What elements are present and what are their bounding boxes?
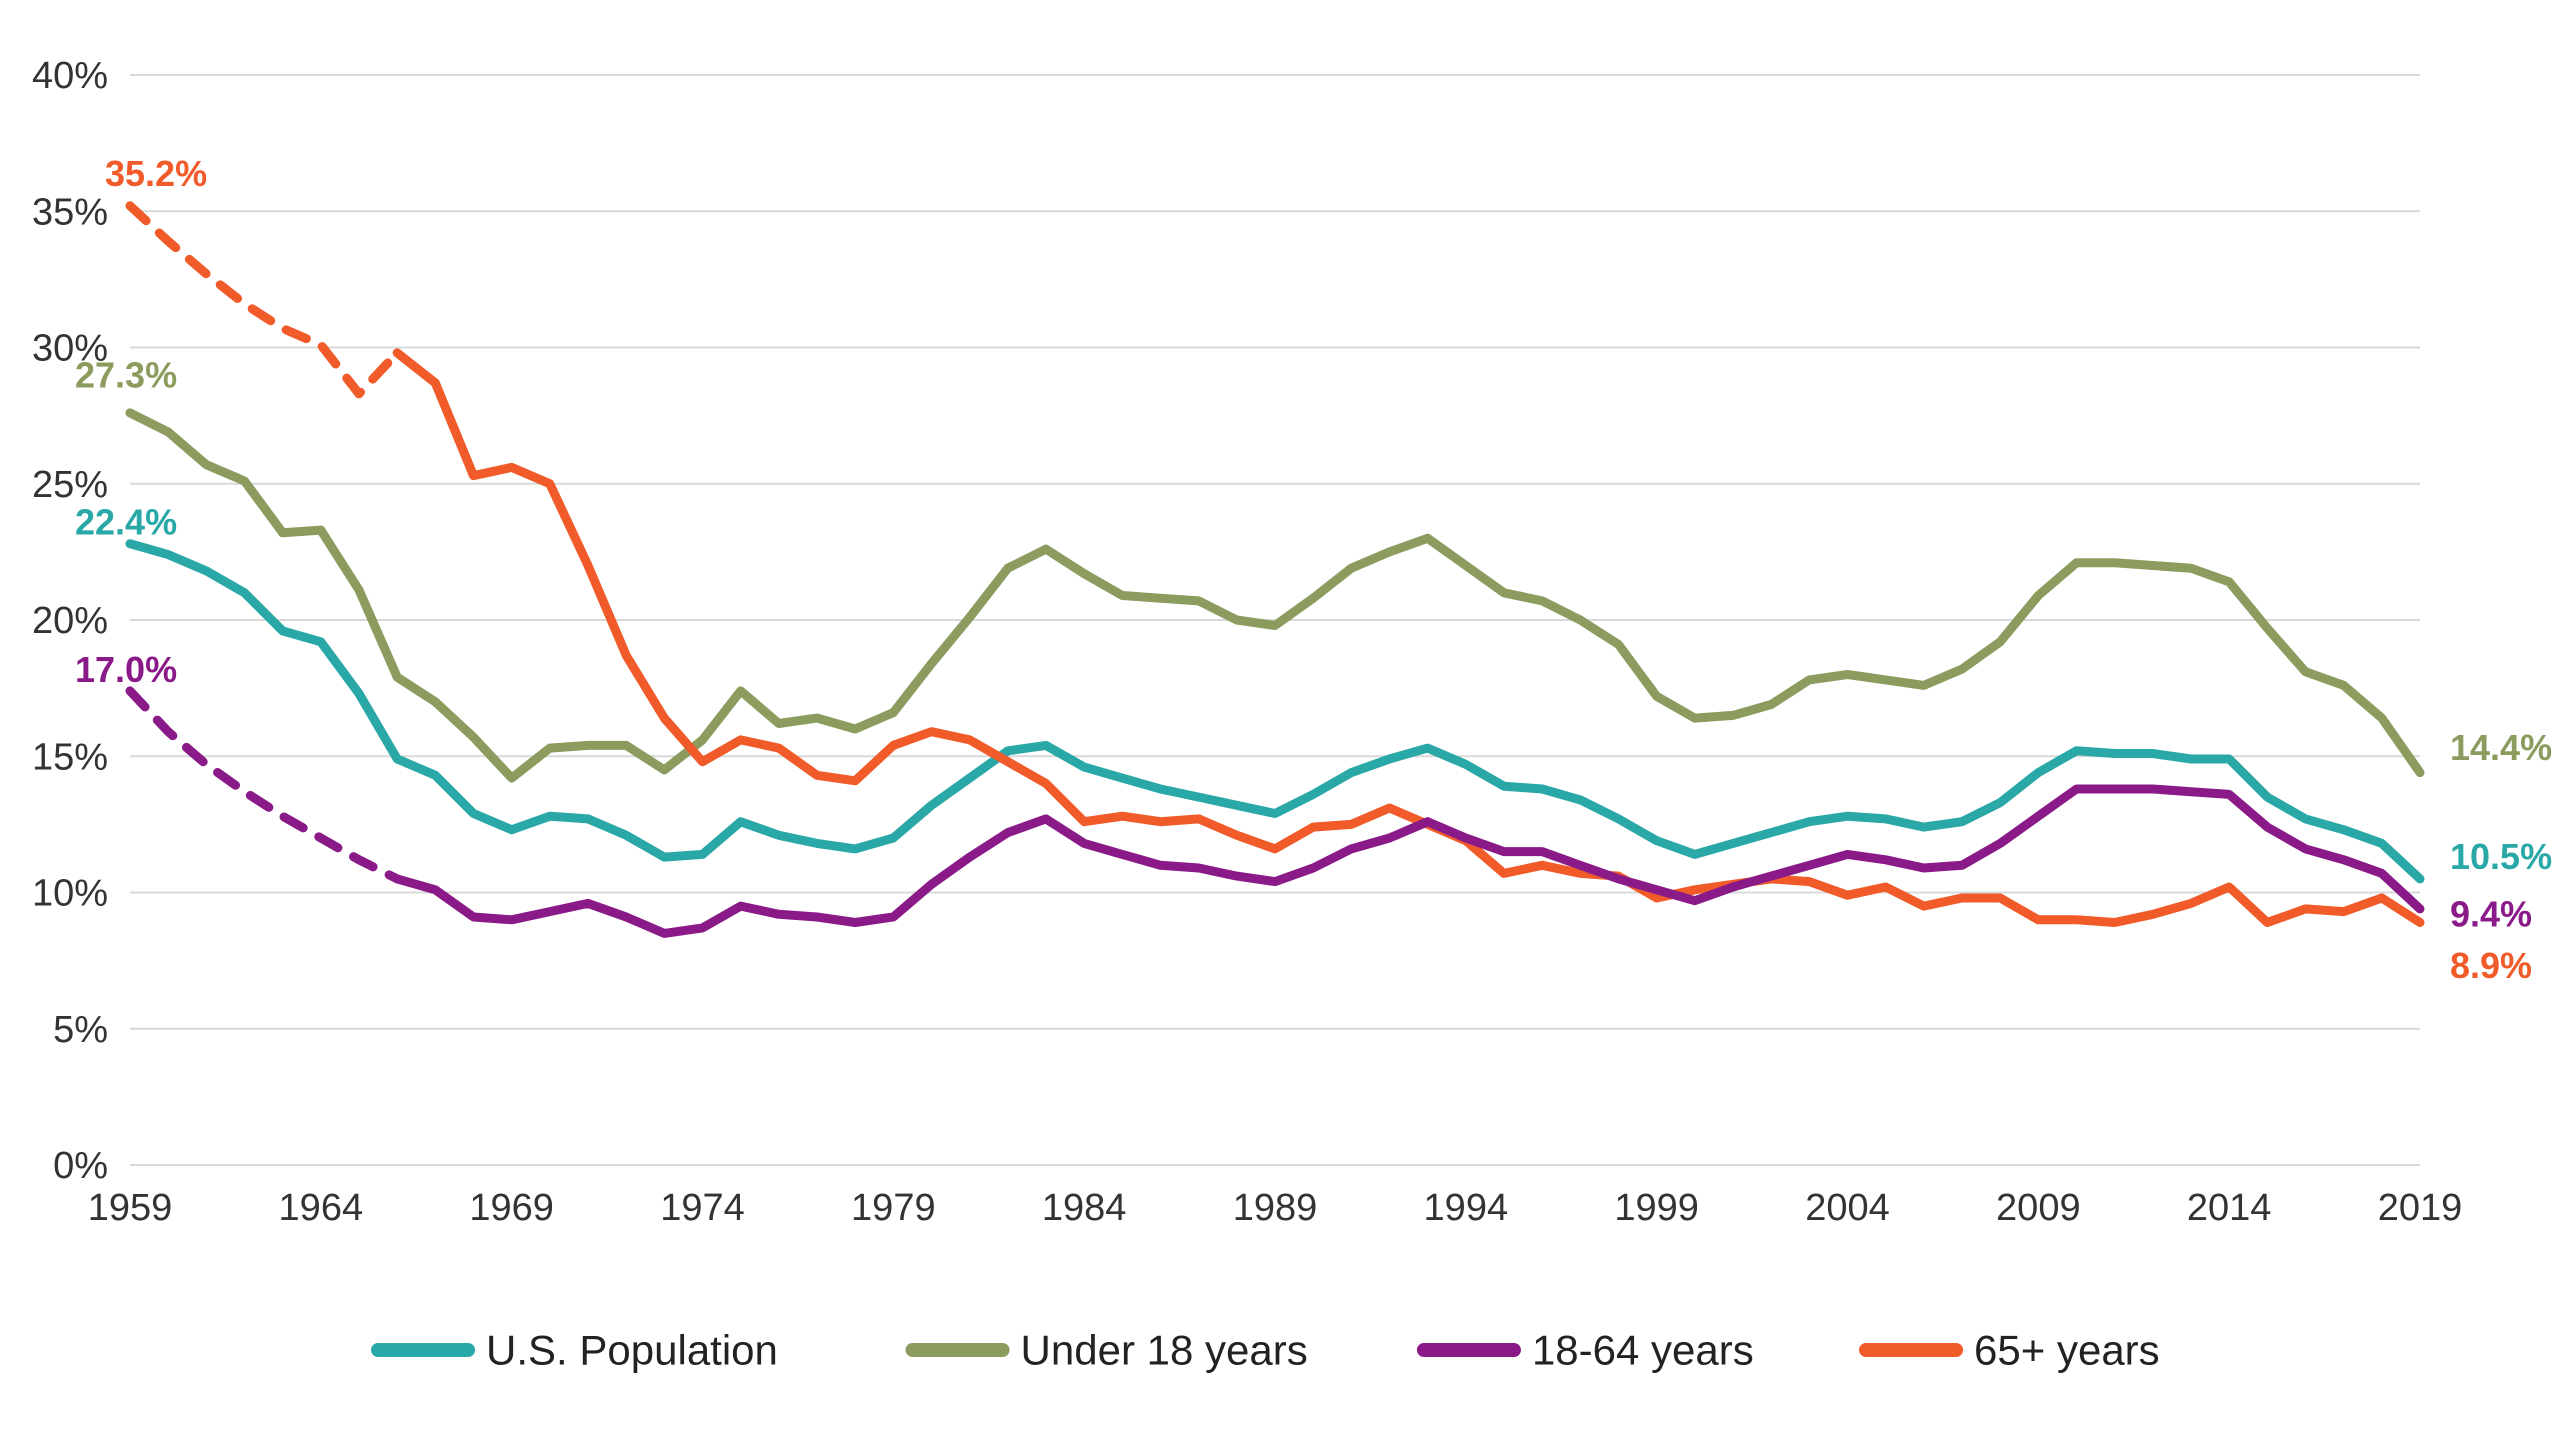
start-label-age65: 35.2% bbox=[105, 153, 207, 194]
y-axis-label: 5% bbox=[53, 1009, 108, 1051]
x-axis-label: 1999 bbox=[1614, 1187, 1699, 1229]
poverty-rate-chart: 0%5%10%15%20%25%30%35%40%195919641969197… bbox=[0, 0, 2560, 1436]
x-axis-label: 1969 bbox=[469, 1187, 554, 1229]
chart-svg: 0%5%10%15%20%25%30%35%40%195919641969197… bbox=[0, 0, 2560, 1436]
series-age18_64 bbox=[397, 789, 2420, 933]
x-axis-label: 2019 bbox=[2378, 1187, 2463, 1229]
x-axis-label: 1964 bbox=[279, 1187, 364, 1229]
y-axis-label: 10% bbox=[32, 873, 108, 915]
series-age18_64-dashed bbox=[130, 691, 397, 879]
legend-label-us_pop: U.S. Population bbox=[486, 1327, 778, 1374]
end-label-age18_64: 9.4% bbox=[2450, 893, 2532, 934]
x-axis-label: 2014 bbox=[2187, 1187, 2272, 1229]
y-axis-label: 40% bbox=[32, 55, 108, 97]
start-label-under18: 27.3% bbox=[75, 354, 177, 395]
end-label-us_pop: 10.5% bbox=[2450, 836, 2552, 877]
x-axis-label: 1994 bbox=[1424, 1187, 1509, 1229]
y-axis-label: 15% bbox=[32, 736, 108, 778]
legend-label-age65: 65+ years bbox=[1974, 1327, 2160, 1374]
end-label-under18: 14.4% bbox=[2450, 727, 2552, 768]
start-label-age18_64: 17.0% bbox=[75, 649, 177, 690]
x-axis-label: 2004 bbox=[1805, 1187, 1890, 1229]
end-label-age65: 8.9% bbox=[2450, 945, 2532, 986]
series-us_pop bbox=[130, 544, 2420, 879]
y-axis-label: 0% bbox=[53, 1145, 108, 1187]
legend-label-age18_64: 18-64 years bbox=[1532, 1327, 1754, 1374]
x-axis-label: 1989 bbox=[1233, 1187, 1318, 1229]
x-axis-label: 1974 bbox=[660, 1187, 745, 1229]
x-axis-label: 1959 bbox=[88, 1187, 173, 1229]
x-axis-label: 2009 bbox=[1996, 1187, 2081, 1229]
start-label-us_pop: 22.4% bbox=[75, 502, 177, 543]
series-age65 bbox=[397, 353, 2420, 923]
x-axis-label: 1979 bbox=[851, 1187, 936, 1229]
y-axis-label: 20% bbox=[32, 600, 108, 642]
x-axis-label: 1984 bbox=[1042, 1187, 1127, 1229]
y-axis-label: 35% bbox=[32, 191, 108, 233]
y-axis-label: 25% bbox=[32, 464, 108, 506]
legend-label-under18: Under 18 years bbox=[1021, 1327, 1308, 1374]
